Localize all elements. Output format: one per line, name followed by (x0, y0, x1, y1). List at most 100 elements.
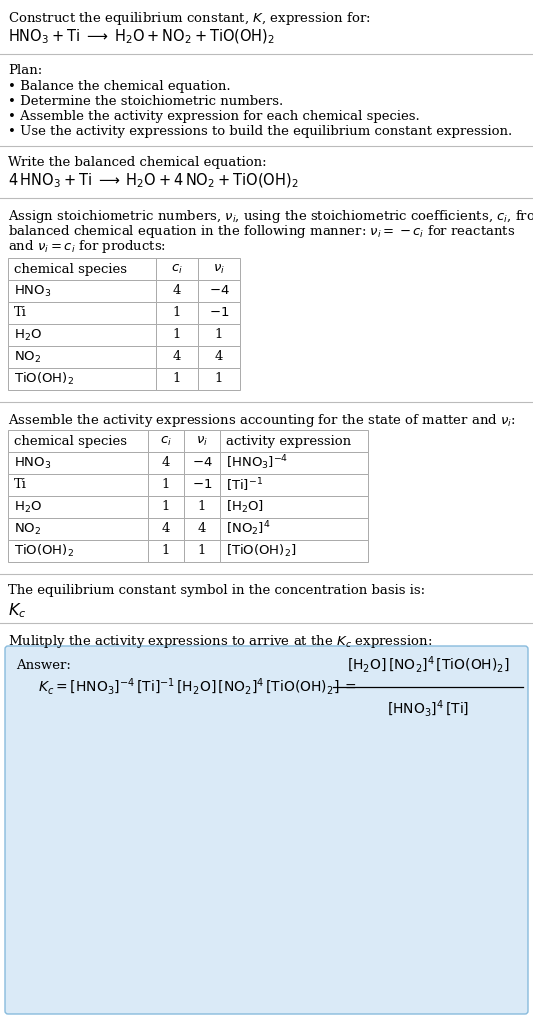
Bar (156, 280, 198, 302)
Bar (8, 302, 156, 324)
Bar (220, 430, 368, 452)
Text: 1: 1 (198, 500, 206, 514)
Text: $\mathrm{TiO(OH)_2}$: $\mathrm{TiO(OH)_2}$ (14, 371, 74, 387)
Text: $\mathrm{H_2O}$: $\mathrm{H_2O}$ (14, 499, 42, 515)
Text: $c_i$: $c_i$ (171, 262, 183, 276)
Text: $\mathrm{NO_2}$: $\mathrm{NO_2}$ (14, 350, 42, 364)
Text: $-4$: $-4$ (192, 457, 212, 470)
Text: Ti: Ti (14, 306, 27, 319)
Text: 1: 1 (162, 479, 170, 491)
Text: 4: 4 (215, 351, 223, 363)
Text: Construct the equilibrium constant, $K$, expression for:: Construct the equilibrium constant, $K$,… (8, 10, 370, 27)
Bar (8, 474, 148, 496)
Bar (156, 302, 198, 324)
Text: 4: 4 (198, 523, 206, 536)
Text: $[\mathrm{HNO_3}]^4\,[\mathrm{Ti}]$: $[\mathrm{HNO_3}]^4\,[\mathrm{Ti}]$ (387, 699, 469, 719)
Bar (148, 430, 184, 452)
Bar (198, 258, 240, 280)
Text: 1: 1 (162, 500, 170, 514)
Text: $\mathrm{HNO_3}$: $\mathrm{HNO_3}$ (14, 284, 52, 299)
Bar (220, 474, 368, 496)
Bar (8, 324, 156, 346)
Text: $[\mathrm{Ti}]^{-1}$: $[\mathrm{Ti}]^{-1}$ (226, 476, 263, 494)
Bar (198, 302, 240, 324)
Text: Plan:: Plan: (8, 64, 42, 77)
Bar (8, 496, 148, 518)
Text: • Assemble the activity expression for each chemical species.: • Assemble the activity expression for e… (8, 110, 420, 123)
Text: $\nu_i$: $\nu_i$ (196, 434, 208, 447)
Text: Ti: Ti (14, 479, 27, 491)
Text: • Determine the stoichiometric numbers.: • Determine the stoichiometric numbers. (8, 95, 283, 108)
Text: $\mathrm{HNO_3}$: $\mathrm{HNO_3}$ (14, 456, 52, 471)
Text: $[\mathrm{H_2O}]\,[\mathrm{NO_2}]^4\,[\mathrm{TiO(OH)_2}]$: $[\mathrm{H_2O}]\,[\mathrm{NO_2}]^4\,[\m… (346, 655, 510, 675)
Bar (148, 540, 184, 562)
Bar (8, 280, 156, 302)
Text: • Balance the chemical equation.: • Balance the chemical equation. (8, 80, 231, 93)
Bar (148, 496, 184, 518)
Bar (8, 346, 156, 368)
Text: Write the balanced chemical equation:: Write the balanced chemical equation: (8, 156, 266, 169)
Text: 1: 1 (173, 372, 181, 385)
Bar (8, 368, 156, 390)
Text: $\mathrm{H_2O}$: $\mathrm{H_2O}$ (14, 327, 42, 343)
Text: $\mathrm{HNO_3 + Ti \;\longrightarrow\; H_2O + NO_2 + TiO(OH)_2}$: $\mathrm{HNO_3 + Ti \;\longrightarrow\; … (8, 28, 275, 47)
Text: 1: 1 (215, 372, 223, 385)
Text: $K_c = [\mathrm{HNO_3}]^{-4}\,[\mathrm{Ti}]^{-1}\,[\mathrm{H_2O}]\,[\mathrm{NO_2: $K_c = [\mathrm{HNO_3}]^{-4}\,[\mathrm{T… (38, 676, 356, 698)
Text: The equilibrium constant symbol in the concentration basis is:: The equilibrium constant symbol in the c… (8, 584, 425, 597)
Text: $-4$: $-4$ (208, 285, 229, 298)
Text: 4: 4 (162, 457, 170, 470)
Text: 4: 4 (173, 285, 181, 298)
Bar (148, 518, 184, 540)
Bar (156, 346, 198, 368)
Bar (8, 518, 148, 540)
Text: chemical species: chemical species (14, 434, 127, 447)
Text: $\mathrm{TiO(OH)_2}$: $\mathrm{TiO(OH)_2}$ (14, 543, 74, 559)
Bar (8, 430, 148, 452)
Text: chemical species: chemical species (14, 262, 127, 276)
Bar (184, 452, 220, 474)
Text: $[\mathrm{H_2O}]$: $[\mathrm{H_2O}]$ (226, 499, 264, 515)
Text: balanced chemical equation in the following manner: $\nu_i = -c_i$ for reactants: balanced chemical equation in the follow… (8, 223, 515, 240)
Bar (220, 496, 368, 518)
Bar (184, 518, 220, 540)
Bar (156, 368, 198, 390)
Text: Assemble the activity expressions accounting for the state of matter and $\nu_i$: Assemble the activity expressions accoun… (8, 412, 516, 429)
Text: • Use the activity expressions to build the equilibrium constant expression.: • Use the activity expressions to build … (8, 125, 512, 138)
Bar (184, 496, 220, 518)
Bar (8, 258, 156, 280)
Text: $[\mathrm{HNO_3}]^{-4}$: $[\mathrm{HNO_3}]^{-4}$ (226, 454, 288, 472)
Text: $-1$: $-1$ (209, 306, 229, 319)
Text: Assign stoichiometric numbers, $\nu_i$, using the stoichiometric coefficients, $: Assign stoichiometric numbers, $\nu_i$, … (8, 208, 533, 225)
Text: $\mathrm{4\,HNO_3 + Ti \;\longrightarrow\; H_2O + 4\,NO_2 + TiO(OH)_2}$: $\mathrm{4\,HNO_3 + Ti \;\longrightarrow… (8, 172, 298, 190)
Bar (184, 474, 220, 496)
Text: $[\mathrm{TiO(OH)_2}]$: $[\mathrm{TiO(OH)_2}]$ (226, 543, 296, 559)
Bar (198, 324, 240, 346)
Text: and $\nu_i = c_i$ for products:: and $\nu_i = c_i$ for products: (8, 238, 166, 255)
Text: $c_i$: $c_i$ (160, 434, 172, 447)
Text: activity expression: activity expression (226, 434, 351, 447)
Text: Answer:: Answer: (16, 659, 71, 672)
Bar (156, 324, 198, 346)
Text: 1: 1 (198, 544, 206, 557)
Text: $K_c$: $K_c$ (8, 601, 27, 619)
Bar (198, 346, 240, 368)
Bar (220, 540, 368, 562)
Text: 1: 1 (162, 544, 170, 557)
Bar (198, 368, 240, 390)
FancyBboxPatch shape (5, 646, 528, 1014)
Text: Mulitply the activity expressions to arrive at the $K_c$ expression:: Mulitply the activity expressions to arr… (8, 633, 432, 650)
Text: $[\mathrm{NO_2}]^4$: $[\mathrm{NO_2}]^4$ (226, 520, 271, 538)
Bar (148, 474, 184, 496)
Bar (184, 430, 220, 452)
Text: 4: 4 (173, 351, 181, 363)
Bar (156, 258, 198, 280)
Bar (220, 452, 368, 474)
Text: $\mathrm{NO_2}$: $\mathrm{NO_2}$ (14, 522, 42, 537)
Text: 1: 1 (173, 306, 181, 319)
Bar (8, 452, 148, 474)
Text: $-1$: $-1$ (192, 479, 212, 491)
Text: 1: 1 (173, 328, 181, 342)
Text: 4: 4 (162, 523, 170, 536)
Bar (220, 518, 368, 540)
Bar (148, 452, 184, 474)
